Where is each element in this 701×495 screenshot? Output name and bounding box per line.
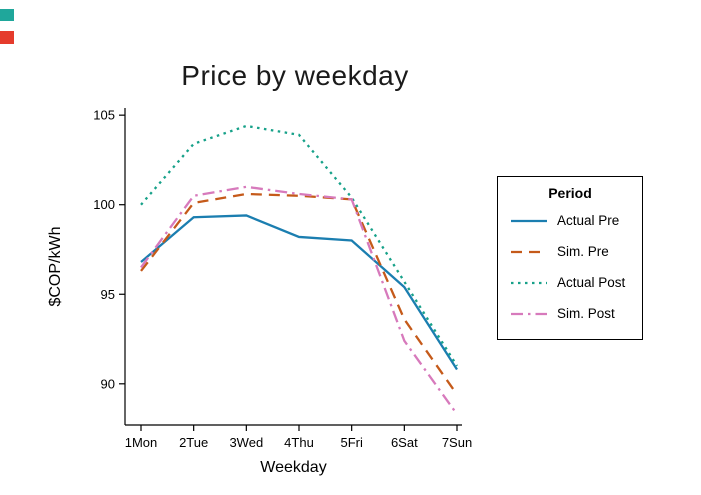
- legend-item-label: Sim. Post: [557, 306, 615, 321]
- x-tick-label: 3Wed: [229, 435, 263, 450]
- chart-title: Price by weekday: [181, 60, 409, 91]
- legend-item: Sim. Post: [498, 298, 642, 329]
- legend-line-sample: [511, 281, 547, 284]
- y-tick-label: 95: [101, 287, 115, 302]
- legend-items: Actual Pre Sim. Pre Actual Post Sim. Post: [498, 205, 642, 329]
- legend-line-sample: [511, 312, 547, 315]
- legend-item: Actual Post: [498, 267, 642, 298]
- x-tick-label: 4Thu: [284, 435, 314, 450]
- legend-item-label: Sim. Pre: [557, 244, 609, 259]
- legend-title: Period: [548, 185, 592, 201]
- series-line-dashdot: [140, 185, 458, 415]
- series-line-solid: [140, 214, 458, 371]
- legend-item: Sim. Pre: [498, 236, 642, 267]
- corner-marker-red: [0, 31, 14, 44]
- y-tick-label: 90: [101, 376, 115, 391]
- x-tick-label: 7Sun: [442, 435, 472, 450]
- x-tick-label: 1Mon: [125, 435, 158, 450]
- legend-item-label: Actual Pre: [557, 213, 620, 228]
- x-tick-label: 5Fri: [340, 435, 363, 450]
- y-tick-label: 105: [93, 108, 115, 123]
- x-tick-label: 2Tue: [179, 435, 208, 450]
- legend-item: Actual Pre: [498, 205, 642, 236]
- legend-item-label: Actual Post: [557, 275, 626, 290]
- legend-line-sample: [511, 250, 547, 253]
- y-tick-label: 100: [93, 197, 115, 212]
- legend: Period Actual Pre Sim. Pre Actual Post Sim.…: [497, 176, 643, 340]
- y-axis-title: $COP/kWh: [47, 226, 64, 306]
- x-tick-label: 6Sat: [391, 435, 418, 450]
- x-axis-title: Weekday: [260, 459, 326, 476]
- corner-marker-teal: [0, 9, 14, 21]
- legend-line-sample: [511, 219, 547, 222]
- series-line-dotted: [140, 124, 458, 367]
